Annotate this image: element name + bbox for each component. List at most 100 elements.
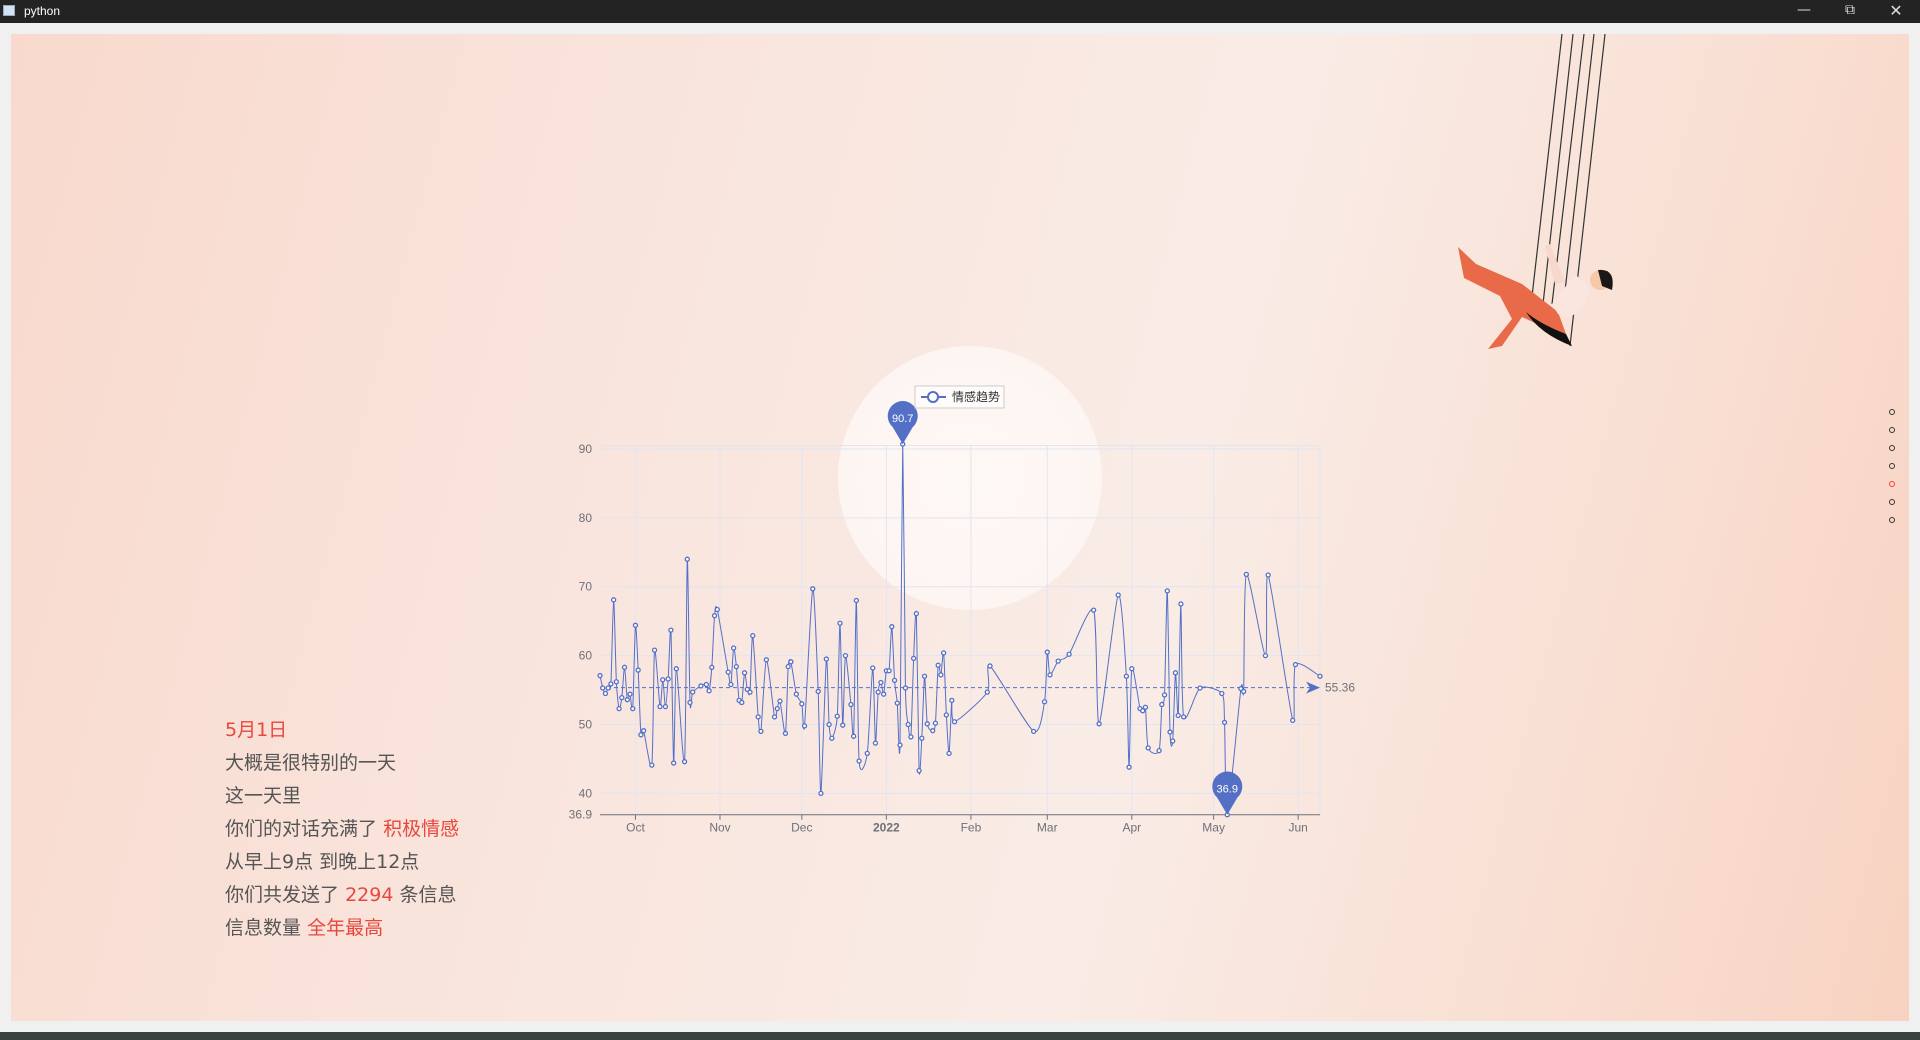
restore-icon[interactable]: ⧉ <box>1845 2 1855 18</box>
y-min-label: 36.9 <box>569 808 593 822</box>
data-point <box>930 728 936 734</box>
sentiment-highlight: 积极情感 <box>383 818 460 840</box>
data-point <box>891 677 898 684</box>
data-point <box>741 670 748 676</box>
nav-dot-5[interactable] <box>1889 481 1895 487</box>
nav-dot-4[interactable] <box>1889 463 1895 469</box>
data-point <box>640 728 647 734</box>
data-point <box>1047 672 1053 678</box>
data-point <box>1041 699 1048 705</box>
data-point <box>924 721 930 727</box>
story-line-3: 你们的对话充满了 积极情感 <box>225 813 459 846</box>
data-point <box>864 750 870 757</box>
data-point <box>1090 607 1097 613</box>
data-point <box>668 627 674 633</box>
data-point <box>597 672 603 679</box>
data-point <box>1156 748 1162 754</box>
data-point <box>848 701 854 708</box>
data-point <box>613 679 620 685</box>
data-point <box>1096 721 1102 727</box>
data-point <box>1221 719 1228 726</box>
page-content: 40 50 60 70 80 90 36.9 Oct Nov Dec 2022 Feb Mar Apr Ma… <box>11 34 1909 1021</box>
data-point <box>987 663 993 669</box>
nav-dot-7[interactable] <box>1889 517 1895 523</box>
data-point <box>660 677 666 683</box>
data-point <box>908 734 914 740</box>
data-point <box>810 586 816 592</box>
data-point <box>935 662 941 668</box>
nav-dot-6[interactable] <box>1889 499 1895 505</box>
data-point <box>608 681 614 687</box>
data-point <box>1172 670 1179 676</box>
data-point <box>725 669 731 675</box>
data-point <box>823 656 830 662</box>
nav-dot-1[interactable] <box>1889 409 1895 415</box>
data-point <box>771 714 778 720</box>
nav-dot-3[interactable] <box>1889 445 1895 451</box>
data-point <box>602 690 609 697</box>
data-point <box>788 659 794 665</box>
title-bar: python — ⧉ ✕ <box>0 0 1920 23</box>
data-point <box>730 645 737 651</box>
legend-label: 情感趋势 <box>952 389 1000 404</box>
x-tick-label: May <box>1202 821 1225 835</box>
x-tick-label: Jun <box>1289 821 1308 835</box>
data-point <box>886 668 892 674</box>
data-point <box>840 722 846 728</box>
data-point <box>673 666 680 672</box>
data-point <box>600 685 606 691</box>
data-point <box>782 730 789 737</box>
swing-illustration <box>1458 34 1613 349</box>
data-point <box>940 650 947 656</box>
data-point <box>1317 673 1323 679</box>
minimize-icon[interactable]: — <box>1797 2 1811 18</box>
data-point <box>1142 704 1149 710</box>
data-point <box>733 663 740 670</box>
nav-dot-2[interactable] <box>1889 427 1895 433</box>
data-point <box>878 679 884 686</box>
data-point <box>1292 661 1299 668</box>
data-point <box>703 681 710 688</box>
story-line-6-prefix: 信息数量 <box>225 917 302 939</box>
story-line-4: 从早上9点 到晚上12点 <box>225 851 420 873</box>
data-point <box>799 701 805 707</box>
data-point <box>1159 701 1165 708</box>
average-label: 55.36 <box>1325 681 1355 695</box>
data-point <box>1265 572 1271 578</box>
x-tick-label: Apr <box>1122 821 1141 835</box>
story-line-5: 你们共发送了 2294 条信息 <box>225 879 459 912</box>
story-line-5-prefix: 你们共发送了 <box>225 884 340 906</box>
y-tick-label: 90 <box>579 442 593 456</box>
legend-box <box>914 385 1005 409</box>
data-point <box>842 652 849 659</box>
data-point <box>984 689 990 695</box>
story-line-3-prefix: 你们的对话充满了 <box>225 818 378 840</box>
data-point <box>1243 571 1250 577</box>
data-point <box>951 719 958 725</box>
story-line-2: 这一天里 <box>225 785 302 807</box>
data-point <box>1126 764 1132 770</box>
data-point <box>665 676 671 682</box>
data-point <box>826 721 832 728</box>
data-point <box>651 647 658 653</box>
data-point <box>763 657 770 663</box>
data-point <box>662 703 669 710</box>
x-tick-label: Oct <box>626 821 645 835</box>
data-point <box>709 664 715 670</box>
data-point <box>801 723 808 729</box>
mark-label-max: 90.7 <box>892 413 913 425</box>
story-line-5-suffix: 条信息 <box>399 884 457 906</box>
data-point <box>818 790 824 796</box>
legend-marker-icon <box>927 391 939 403</box>
x-tick-label: Dec <box>791 821 812 835</box>
close-icon[interactable]: ✕ <box>1889 1 1903 20</box>
y-tick-label: 80 <box>579 511 593 525</box>
data-point <box>815 688 821 695</box>
data-point <box>875 689 881 695</box>
y-tick-label: 50 <box>579 717 593 731</box>
data-point <box>1129 666 1135 672</box>
data-point <box>1167 729 1173 735</box>
app-icon <box>3 5 15 16</box>
data-point <box>1145 745 1151 751</box>
legend: 情感趋势 <box>914 385 1005 409</box>
